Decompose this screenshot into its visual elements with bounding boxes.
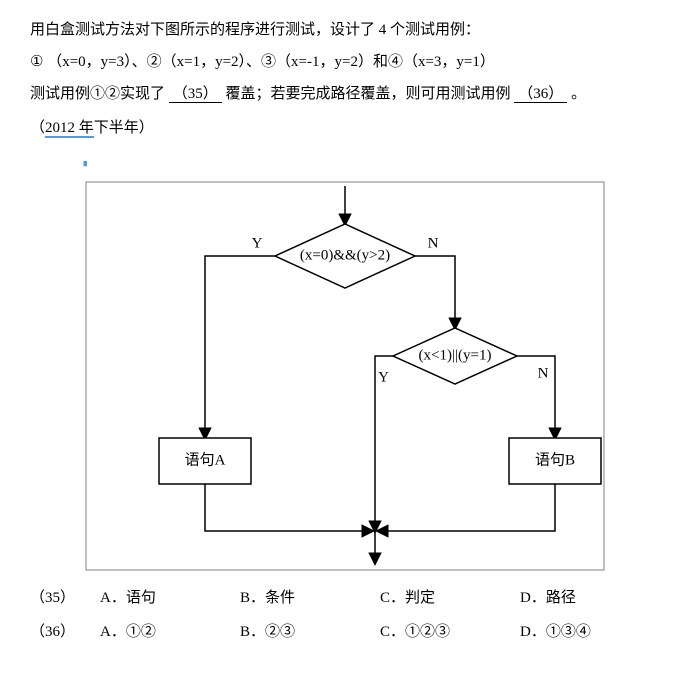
flowchart-container: (x=0)&&(y>2) Y N (x<1)||(y=1) Y N 语句A 语句B [30,181,660,571]
year-underlined: 2012 年 [45,120,94,138]
question-line-3: 测试用例①②实现了 （35） 覆盖；若要完成路径覆盖，则可用测试用例 （36） … [30,79,660,109]
option-a: A．语句 [100,583,240,613]
option-d: D．①③④ [520,617,660,647]
options-row-36: （36） A．①② B．②③ C．①②③ D．①③④ [30,617,660,647]
option-b: B．②③ [240,617,380,647]
question-text: 用白盒测试方法对下图所示的程序进行测试，设计了 4 个测试用例： ① （x=0，… [30,15,660,173]
blank-35: （35） [169,86,222,103]
svg-text:N: N [538,365,549,381]
svg-text:Y: Y [378,369,389,385]
svg-text:Y: Y [252,235,263,251]
option-c: C．判定 [380,583,520,613]
option-b: B．条件 [240,583,380,613]
option-d: D．路径 [520,583,660,613]
caret-icon: ▗ [80,156,87,166]
q3-end: 。 [571,86,586,102]
svg-text:(x<1)||(y=1): (x<1)||(y=1) [419,347,492,363]
q3-pre: 测试用例①②实现了 [30,86,165,102]
blank-36: （36） [514,86,567,103]
flowchart-svg: (x=0)&&(y>2) Y N (x<1)||(y=1) Y N 语句A 语句B [85,181,605,571]
options-row-35: （35） A．语句 B．条件 C．判定 D．路径 [30,583,660,613]
options-block: （35） A．语句 B．条件 C．判定 D．路径 （36） A．①② B．②③ … [30,583,660,647]
option-a: A．①② [100,617,240,647]
option-qnum: （35） [30,583,100,613]
svg-text:(x=0)&&(y>2): (x=0)&&(y>2) [300,247,390,263]
year-suffix: 下半年） [94,120,154,136]
svg-text:语句B: 语句B [535,451,575,468]
question-line-2: ① （x=0，y=3）、②（x=1，y=2）、③（x=-1，y=2）和④（x=3… [30,47,660,77]
option-c: C．①②③ [380,617,520,647]
svg-text:语句A: 语句A [185,451,226,468]
year-line: （2012 年下半年） ▗ [30,113,660,173]
option-qnum: （36） [30,617,100,647]
question-line-1: 用白盒测试方法对下图所示的程序进行测试，设计了 4 个测试用例： [30,15,660,45]
q3-mid: 覆盖；若要完成路径覆盖，则可用测试用例 [226,86,511,102]
svg-text:N: N [428,235,439,251]
year-prefix: （ [30,120,45,136]
